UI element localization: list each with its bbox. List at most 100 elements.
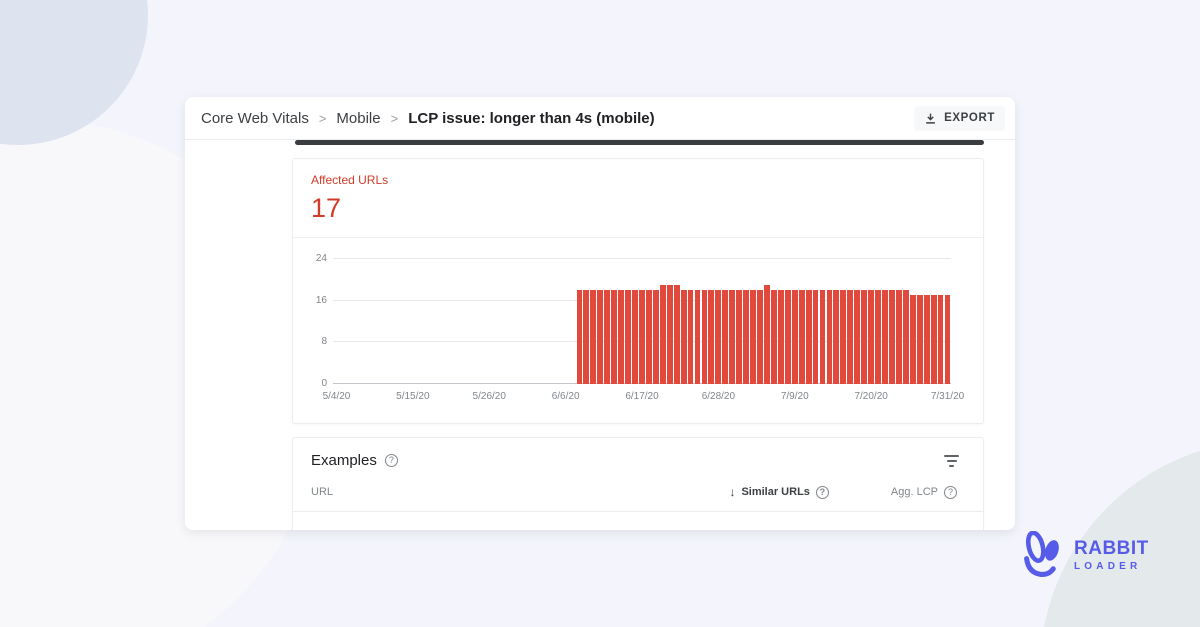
examples-table-header: URL ↓ Similar URLs ? Agg. LCP ?: [293, 485, 983, 512]
chart-bar[interactable]: [812, 290, 819, 384]
chart-bar[interactable]: [750, 290, 756, 384]
chart-bar[interactable]: [729, 290, 736, 384]
examples-card: Examples ? URL ↓ Similar URLs ? Agg. LCP…: [292, 437, 984, 530]
help-icon[interactable]: ?: [944, 485, 957, 499]
x-axis-label: 7/9/20: [780, 391, 809, 402]
chart-bar[interactable]: [694, 290, 701, 384]
filter-list-icon[interactable]: [942, 453, 961, 469]
examples-title: Examples: [311, 452, 377, 469]
column-header-url[interactable]: URL: [311, 486, 334, 498]
chart-bar[interactable]: [666, 285, 673, 384]
x-axis-label: 5/26/20: [472, 391, 506, 402]
x-axis-label: 5/15/20: [396, 391, 430, 402]
column-header-similar-urls-label: Similar URLs: [741, 486, 810, 498]
logo-text-loader: LOADER: [1074, 560, 1142, 572]
logo-text-rabbit: RABBIT: [1074, 537, 1149, 559]
y-axis-label: 8: [321, 336, 327, 348]
x-axis-label: 6/17/20: [625, 391, 659, 402]
breadcrumb-core-web-vitals[interactable]: Core Web Vitals: [201, 109, 309, 127]
chart-bar[interactable]: [743, 290, 750, 384]
x-axis-label: 6/28/20: [701, 391, 736, 402]
chart-bar[interactable]: [923, 295, 930, 384]
chart-bar[interactable]: [840, 290, 847, 384]
chart-bar[interactable]: [916, 295, 923, 384]
x-axis-label: 5/4/20: [322, 391, 351, 402]
chart-bar[interactable]: [805, 290, 812, 384]
chart-plot[interactable]: [333, 258, 951, 384]
chart-bar[interactable]: [604, 290, 611, 384]
chart-bar[interactable]: [847, 290, 854, 384]
chart-bar[interactable]: [639, 290, 645, 384]
summary-block: Affected URLs 17: [293, 159, 983, 224]
chart-bar[interactable]: [645, 290, 652, 384]
column-header-agg-lcp-label: Agg. LCP: [890, 486, 938, 498]
chart-bar[interactable]: [597, 290, 604, 384]
chart-bar[interactable]: [618, 290, 625, 384]
export-button[interactable]: EXPORT: [914, 105, 1005, 131]
divider: [293, 237, 983, 238]
chart-bar[interactable]: [930, 295, 937, 384]
breadcrumb-current-lcp-issue: LCP issue: longer than 4s (mobile): [408, 109, 655, 127]
column-header-similar-urls[interactable]: ↓ Similar URLs ?: [729, 485, 829, 499]
chart-bar[interactable]: [611, 290, 618, 384]
chevron-right-icon: >: [318, 110, 327, 126]
chart-bar[interactable]: [882, 290, 888, 384]
x-axis-label: 6/6/20: [551, 391, 580, 402]
chart-bar[interactable]: [764, 285, 770, 384]
affected-urls-chart-card: Affected URLs 17 0 8 16 24 5/4/20 5/15/20 5/26…: [292, 158, 984, 424]
decorative-circle-top-left: [0, 0, 148, 145]
chart-bar[interactable]: [826, 290, 833, 384]
chart-bar[interactable]: [819, 290, 826, 384]
chart-bar[interactable]: [722, 290, 729, 384]
chart-bar[interactable]: [659, 285, 666, 384]
y-axis-label: 0: [321, 378, 327, 389]
chart-bar[interactable]: [909, 295, 916, 384]
embedded-screenshot-top-edge: [295, 140, 984, 145]
breadcrumb: Core Web Vitals > Mobile > LCP issue: lo…: [201, 110, 655, 127]
chart-bar[interactable]: [757, 290, 763, 384]
chart-gridline: [333, 258, 951, 259]
chart-bar[interactable]: [701, 290, 708, 384]
chart-bar[interactable]: [833, 290, 840, 384]
affected-urls-count: 17: [311, 193, 342, 223]
affected-urls-label: Affected URLs: [311, 173, 389, 187]
affected-urls-chart: 0 8 16 24 5/4/20 5/15/20 5/26/20 6/6/20 6/17/20 6…: [293, 253, 983, 409]
chart-bar[interactable]: [798, 290, 805, 384]
chart-bar[interactable]: [791, 290, 798, 384]
chart-bar[interactable]: [625, 290, 631, 384]
chart-bar[interactable]: [895, 290, 902, 384]
chart-bar[interactable]: [854, 290, 861, 384]
chart-bar[interactable]: [770, 290, 777, 384]
breadcrumb-mobile[interactable]: Mobile: [336, 109, 381, 127]
chart-bar[interactable]: [944, 295, 951, 384]
chart-bar[interactable]: [777, 290, 784, 384]
chart-bar[interactable]: [576, 290, 583, 384]
chart-bar[interactable]: [715, 290, 722, 384]
column-header-agg-lcp[interactable]: Agg. LCP ?: [890, 485, 957, 499]
help-icon[interactable]: ?: [815, 485, 829, 499]
chart-bar[interactable]: [590, 290, 597, 384]
sort-descending-icon: ↓: [729, 485, 736, 499]
chart-bar[interactable]: [875, 290, 881, 384]
y-axis-label: 16: [315, 294, 327, 306]
chart-bar[interactable]: [937, 295, 944, 384]
chevron-right-icon: >: [390, 110, 399, 126]
x-axis-label: 7/31/20: [930, 391, 965, 402]
chart-bar[interactable]: [708, 290, 715, 384]
chart-bar[interactable]: [736, 290, 743, 384]
chart-bar[interactable]: [868, 290, 875, 384]
y-axis-label: 24: [315, 253, 327, 264]
chart-bar[interactable]: [652, 290, 659, 384]
chart-bar[interactable]: [583, 290, 590, 384]
chart-bar[interactable]: [673, 285, 680, 384]
help-icon[interactable]: ?: [384, 454, 398, 467]
chart-bar[interactable]: [632, 290, 638, 384]
chart-bar[interactable]: [902, 290, 909, 384]
chart-bar[interactable]: [889, 290, 895, 384]
report-header-bar: Core Web Vitals > Mobile > LCP issue: lo…: [185, 97, 1015, 140]
chart-bar[interactable]: [680, 290, 687, 384]
chart-bar[interactable]: [784, 290, 791, 384]
chart-bar[interactable]: [687, 290, 694, 384]
chart-bar[interactable]: [861, 290, 868, 384]
examples-header: Examples ?: [293, 438, 983, 469]
